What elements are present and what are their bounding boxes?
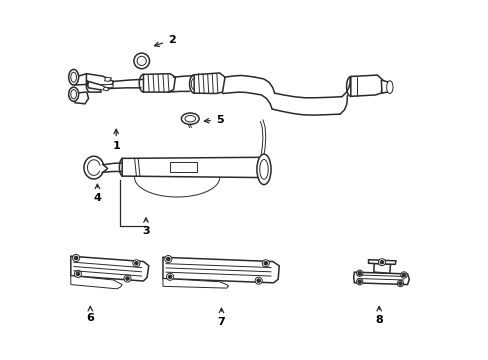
Text: 3: 3 [142,218,149,237]
Ellipse shape [346,77,354,96]
Ellipse shape [356,270,362,276]
Polygon shape [353,272,408,284]
Polygon shape [104,77,111,81]
Text: 1: 1 [112,129,120,151]
Polygon shape [373,263,390,273]
Text: 4: 4 [93,184,101,203]
Ellipse shape [124,275,131,282]
Polygon shape [101,84,113,89]
Ellipse shape [264,261,267,265]
Polygon shape [71,276,122,289]
Text: 5: 5 [204,115,223,125]
Text: 6: 6 [86,306,94,323]
Ellipse shape [139,75,147,92]
Ellipse shape [255,277,262,284]
Text: 2: 2 [154,35,175,46]
Text: 8: 8 [375,306,382,325]
Ellipse shape [396,280,403,287]
Ellipse shape [119,158,126,176]
Ellipse shape [166,257,170,261]
Ellipse shape [256,279,260,283]
Polygon shape [194,73,224,94]
Text: 7: 7 [217,308,225,327]
Bar [170,162,196,172]
Ellipse shape [357,280,361,283]
Ellipse shape [259,159,268,179]
Ellipse shape [256,154,270,185]
Ellipse shape [378,259,385,266]
Polygon shape [122,157,264,177]
Ellipse shape [184,116,195,122]
Ellipse shape [72,255,80,261]
Ellipse shape [262,260,269,267]
Ellipse shape [402,273,405,277]
Ellipse shape [68,69,79,85]
Ellipse shape [166,273,173,280]
Ellipse shape [74,270,81,278]
Polygon shape [163,279,228,288]
Ellipse shape [134,261,138,265]
Ellipse shape [134,53,149,69]
Polygon shape [71,256,148,281]
Ellipse shape [74,256,78,260]
Polygon shape [143,74,175,92]
Ellipse shape [168,275,171,279]
Ellipse shape [76,272,80,276]
Polygon shape [102,87,110,91]
Ellipse shape [357,271,361,275]
Ellipse shape [191,78,197,90]
Ellipse shape [181,113,199,124]
Ellipse shape [164,256,171,262]
Polygon shape [74,92,88,104]
Polygon shape [368,260,395,264]
Polygon shape [163,257,279,283]
Ellipse shape [137,56,146,66]
Polygon shape [74,74,90,85]
Ellipse shape [125,277,129,280]
Ellipse shape [356,279,362,285]
Polygon shape [86,74,113,92]
Ellipse shape [71,90,76,99]
Ellipse shape [189,75,198,93]
Ellipse shape [386,81,392,94]
Ellipse shape [380,260,383,264]
Polygon shape [350,75,382,96]
Polygon shape [381,80,390,93]
Ellipse shape [68,87,79,101]
Ellipse shape [400,272,407,278]
Ellipse shape [398,282,402,285]
Ellipse shape [133,260,140,267]
Ellipse shape [71,72,76,82]
